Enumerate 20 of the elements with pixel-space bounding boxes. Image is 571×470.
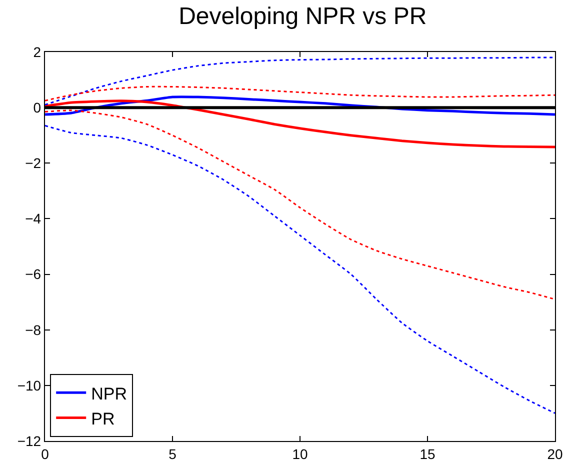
y-tick-label: −4 [25,210,42,227]
x-tick-label: 15 [420,446,436,462]
x-tick-label: 5 [168,446,177,462]
x-tick-label: 10 [292,446,308,462]
y-tick-label: −6 [25,266,42,282]
line-series [45,110,555,300]
line-series [45,56,555,106]
line-series [45,86,555,102]
y-tick-label: −10 [17,377,42,394]
y-tick-label: 0 [33,99,42,116]
x-tick-label: 20 [547,446,563,462]
line-series [45,100,555,148]
legend-label: NPR [91,384,128,404]
y-tick-label: −2 [25,155,42,172]
y-tick-label: 2 [33,44,42,60]
y-tick-label: −8 [25,322,42,338]
legend-label: PR [91,409,115,428]
line-series [45,124,555,414]
y-tick-label: −12 [17,432,42,449]
chart-title: Developing NPR vs PR [178,2,427,30]
